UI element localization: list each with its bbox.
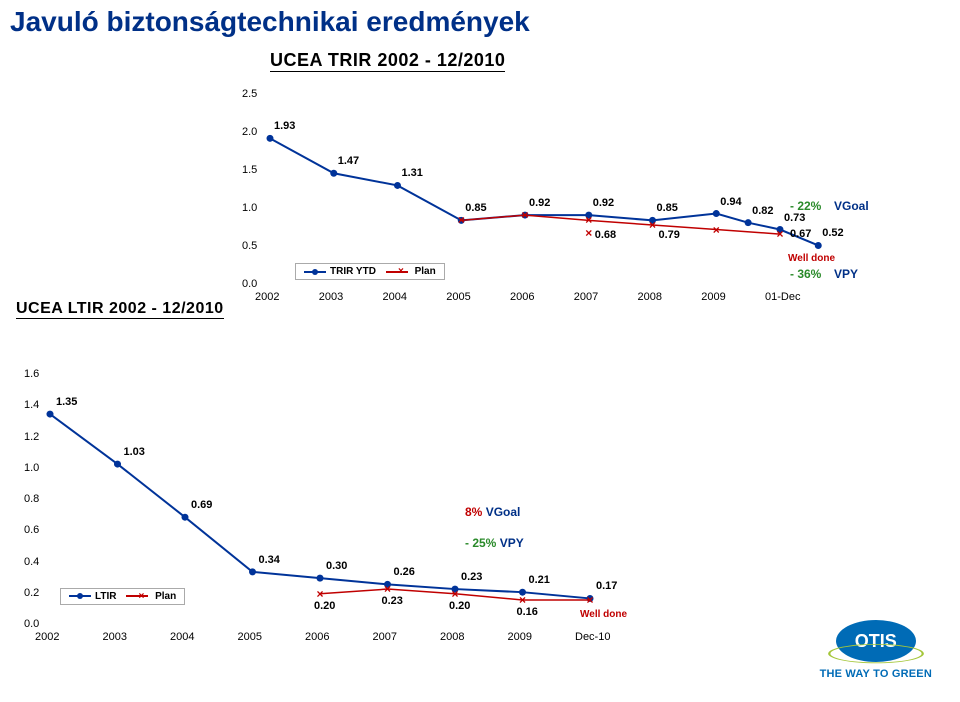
legend-item-plan: × Plan xyxy=(126,591,176,602)
y-axis-label: 1.5 xyxy=(242,164,257,176)
y-axis-label: 1.4 xyxy=(24,399,39,411)
brand-tagline: THE WAY TO GREEN xyxy=(820,668,932,680)
y-axis-label: 0.5 xyxy=(242,240,257,252)
ann-vpy-lbl: VPY xyxy=(834,267,858,281)
x-axis-label: 2008 xyxy=(440,631,464,643)
trir-data-label: 0.85 xyxy=(465,202,486,214)
x-axis-label: 2005 xyxy=(446,291,470,303)
plan-x-marker: × xyxy=(384,583,391,595)
ltir-data-label: 1.03 xyxy=(124,446,145,458)
plan-x-marker: × xyxy=(316,588,323,600)
ltir-data-label: 0.17 xyxy=(596,580,617,592)
otis-logo-icon: OTIS xyxy=(836,620,916,662)
ltir-data-label: 0.30 xyxy=(326,560,347,572)
x-axis-label: Dec-10 xyxy=(575,631,610,643)
plan-x-marker: × xyxy=(585,214,592,226)
x-axis-label: 01-Dec xyxy=(765,291,800,303)
x-axis-label: 2002 xyxy=(255,291,279,303)
ann-vgoal: 8% VGoal xyxy=(465,505,520,519)
y-axis-label: 1.0 xyxy=(242,202,257,214)
chart1: 0.0 0.5 1.0 1.5 2.0 2.5 2002 2003 2004 2005 2006 20… xyxy=(230,90,870,310)
plan-x-marker: × xyxy=(519,594,526,606)
plan-data-label: 0.23 xyxy=(382,595,403,607)
ltir-data-label: 0.21 xyxy=(529,574,550,586)
ltir-data-label: 0.34 xyxy=(259,554,280,566)
trir-data-label: 0.52 xyxy=(822,227,843,239)
chart2: 0.0 0.2 0.4 0.6 0.8 1.0 1.2 1.4 1.6 2002 2003 2004 2… xyxy=(20,370,640,650)
ann-welldone: Well done xyxy=(788,253,835,264)
y-axis-label: 0.4 xyxy=(24,556,39,568)
trir-data-label: 0.85 xyxy=(657,202,678,214)
plan-x-marker: × xyxy=(521,209,528,221)
chart2-legend: LTIR × Plan xyxy=(60,588,185,605)
plan-data-label: 0.20 xyxy=(449,600,470,612)
ann-vpy: - 25% VPY xyxy=(465,536,524,550)
trir-data-label: 1.47 xyxy=(338,155,359,167)
x-axis-label: 2007 xyxy=(373,631,397,643)
x-axis-label: 2003 xyxy=(319,291,343,303)
plan-data-label: 0.16 xyxy=(517,606,538,618)
y-axis-label: 0.0 xyxy=(24,618,39,630)
ann-vpy: - 36% xyxy=(790,267,821,281)
chart1-legend: TRIR YTD × Plan xyxy=(295,263,445,280)
trir-data-label: 0.92 xyxy=(529,197,550,209)
ltir-data-label: 1.35 xyxy=(56,396,77,408)
y-axis-label: 0.6 xyxy=(24,524,39,536)
x-axis-label: 2004 xyxy=(170,631,194,643)
legend-item-plan: × Plan xyxy=(386,266,436,277)
legend-item-trir: TRIR YTD xyxy=(304,266,376,277)
y-axis-label: 2.5 xyxy=(242,88,257,100)
plan-data-label: 0.79 xyxy=(659,229,680,241)
trir-data-label: 0.73 xyxy=(784,212,805,224)
ann-vgoal: - 22% xyxy=(790,199,821,213)
plan-x-marker: × xyxy=(451,588,458,600)
y-axis-label: 0.0 xyxy=(242,278,257,290)
chart1-subtitle-wrap: UCEA TRIR 2002 - 12/2010 xyxy=(270,50,505,72)
plan-data-label: 0.67 xyxy=(790,228,811,240)
y-axis-label: 1.2 xyxy=(24,431,39,443)
brand-logo: OTIS THE WAY TO GREEN xyxy=(820,620,932,680)
plan-data-label: 0.20 xyxy=(314,600,335,612)
legend-item-ltir: LTIR xyxy=(69,591,116,602)
y-axis-label: 1.0 xyxy=(24,462,39,474)
plan-x-marker: × xyxy=(458,214,465,226)
x-axis-label: 2004 xyxy=(383,291,407,303)
plan-x-marker: × xyxy=(586,594,593,606)
y-axis-label: 0.2 xyxy=(24,587,39,599)
x-axis-label: 2005 xyxy=(238,631,262,643)
ann-welldone: Well done xyxy=(580,609,627,620)
ann-vgoal-lbl: VGoal xyxy=(834,199,869,213)
x-axis-label: 2009 xyxy=(701,291,725,303)
chart2-subtitle-wrap: UCEA LTIR 2002 - 12/2010 xyxy=(16,300,224,319)
x-axis-label: 2003 xyxy=(103,631,127,643)
plan-x-marker: × xyxy=(713,224,720,236)
trir-data-label: 0.82 xyxy=(752,205,773,217)
ltir-data-label: 0.26 xyxy=(394,566,415,578)
x-axis-label: 2006 xyxy=(305,631,329,643)
plan-x-marker: × xyxy=(585,227,592,239)
trir-data-label: 1.31 xyxy=(402,167,423,179)
ltir-data-label: 0.69 xyxy=(191,499,212,511)
chart2-subtitle: UCEA LTIR 2002 - 12/2010 xyxy=(16,300,224,319)
y-axis-label: 2.0 xyxy=(242,126,257,138)
trir-data-label: 0.92 xyxy=(593,197,614,209)
x-axis-label: 2002 xyxy=(35,631,59,643)
x-axis-label: 2009 xyxy=(508,631,532,643)
x-axis-label: 2006 xyxy=(510,291,534,303)
trir-data-label: 1.93 xyxy=(274,120,295,132)
plan-x-marker: × xyxy=(776,228,783,240)
chart1-subtitle: UCEA TRIR 2002 - 12/2010 xyxy=(270,50,505,72)
page-title: Javuló biztonságtechnikai eredmények xyxy=(0,0,960,50)
y-axis-label: 0.8 xyxy=(24,493,39,505)
plan-data-label: 0.68 xyxy=(595,229,616,241)
x-axis-label: 2008 xyxy=(638,291,662,303)
ltir-data-label: 0.23 xyxy=(461,571,482,583)
trir-data-label: 0.94 xyxy=(720,196,741,208)
x-axis-label: 2007 xyxy=(574,291,598,303)
y-axis-label: 1.6 xyxy=(24,368,39,380)
plan-x-marker: × xyxy=(649,219,656,231)
